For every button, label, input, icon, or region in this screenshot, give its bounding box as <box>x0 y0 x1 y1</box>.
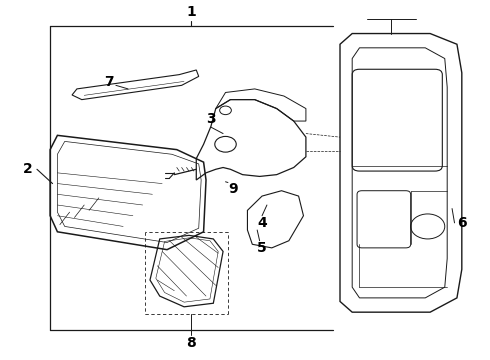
Text: 6: 6 <box>457 216 466 230</box>
Text: 9: 9 <box>228 182 238 196</box>
Text: 5: 5 <box>257 241 267 255</box>
Text: 1: 1 <box>187 5 196 19</box>
Text: 2: 2 <box>24 162 33 176</box>
Text: 8: 8 <box>187 336 196 350</box>
Text: 3: 3 <box>206 112 216 126</box>
Text: 4: 4 <box>257 216 267 230</box>
Text: 7: 7 <box>104 75 113 89</box>
